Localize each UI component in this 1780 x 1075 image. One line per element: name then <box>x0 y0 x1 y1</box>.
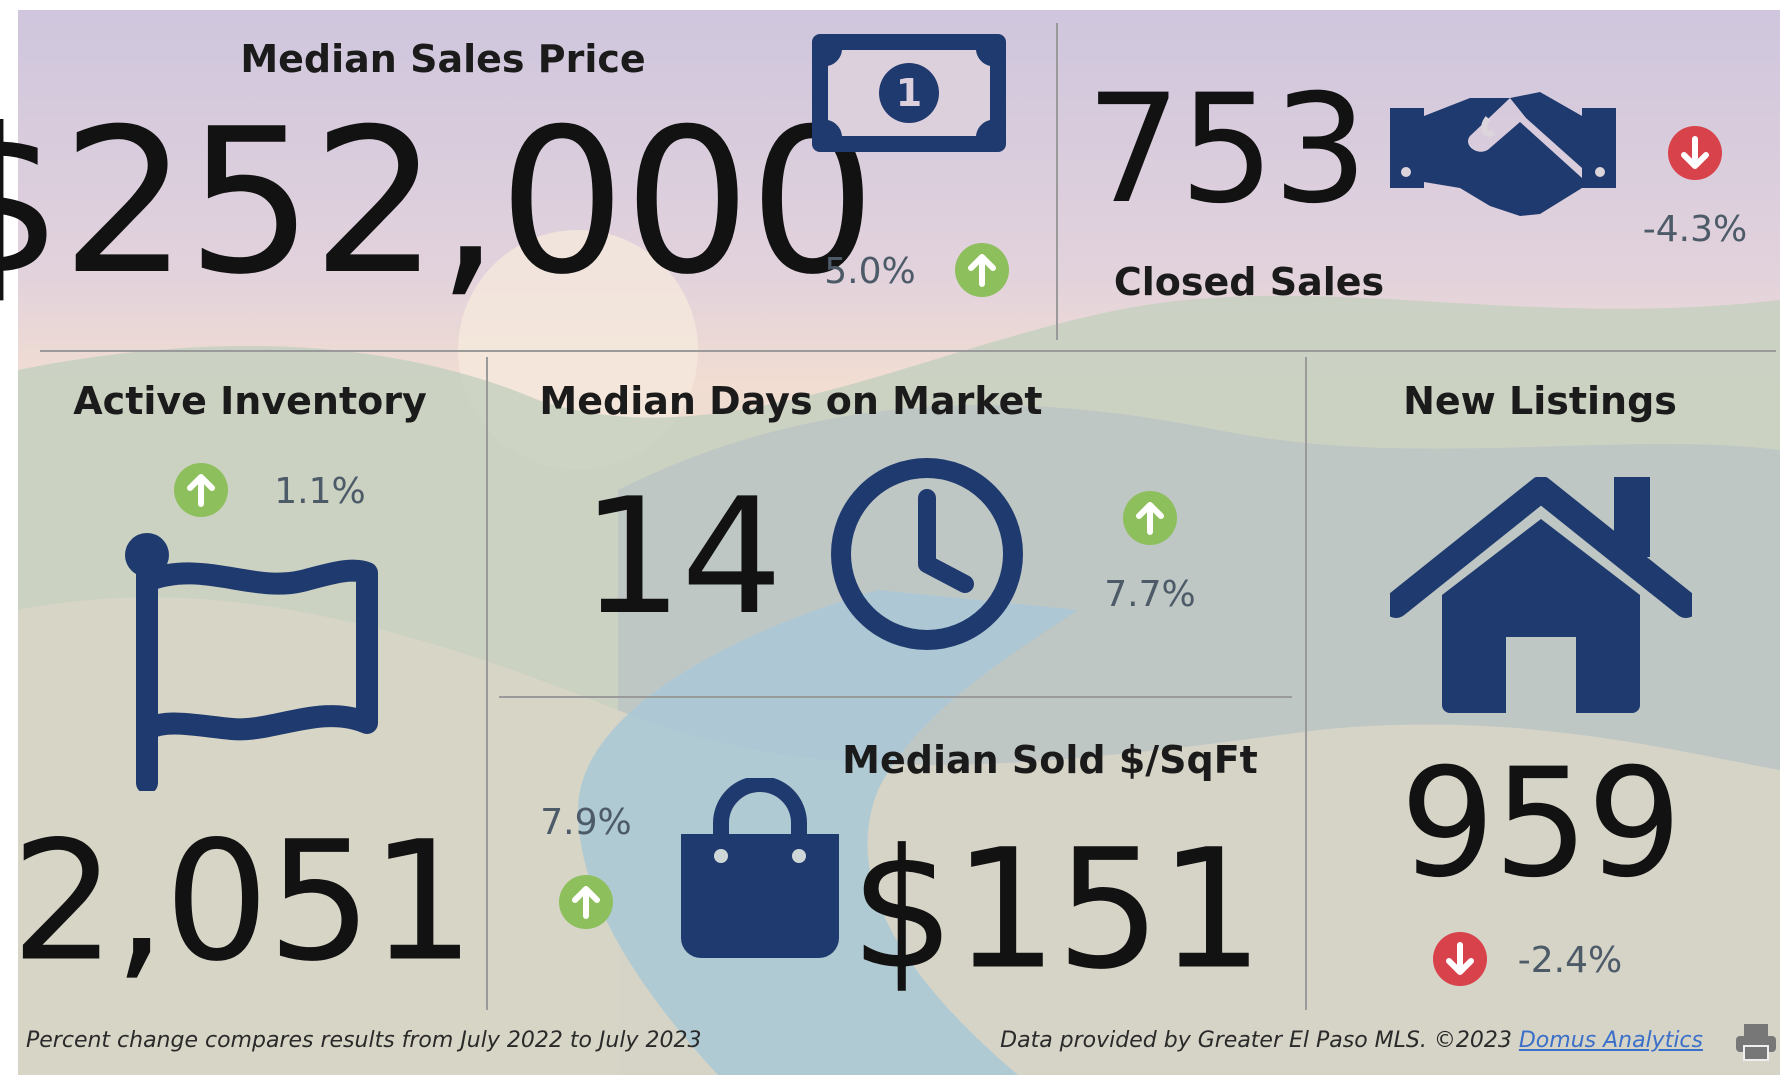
handshake-icon <box>1390 88 1616 220</box>
trend-arrow <box>1667 125 1723 181</box>
trend-arrow <box>1122 490 1178 546</box>
tile-change: 7.9% <box>540 805 631 841</box>
divider <box>499 696 1292 698</box>
tile-change: 7.7% <box>1104 577 1195 613</box>
tile-change: 5.0% <box>824 254 915 290</box>
svg-text:1: 1 <box>896 71 922 115</box>
divider <box>486 357 488 1010</box>
tile-value: $151 <box>850 828 1262 993</box>
divider <box>1305 357 1307 1010</box>
divider <box>40 350 1776 352</box>
print-button[interactable] <box>1736 1022 1776 1062</box>
bag-icon <box>681 778 839 958</box>
tile-change: -2.4% <box>1518 943 1622 979</box>
trend-arrow <box>954 242 1010 298</box>
flag-icon <box>122 533 384 791</box>
tile-value: 753 <box>1086 75 1366 225</box>
house-icon <box>1390 477 1692 713</box>
tile-change: -4.3% <box>1643 212 1747 248</box>
tile-title: Active Inventory <box>73 382 426 420</box>
tile-title: Closed Sales <box>1114 263 1384 301</box>
divider <box>1056 23 1058 340</box>
trend-arrow <box>1432 931 1488 987</box>
tile-value: $252,000 <box>0 103 874 303</box>
tile-title: Median Sold $/SqFt <box>842 741 1258 779</box>
trend-arrow <box>558 874 614 930</box>
money-icon: 1 <box>812 34 1006 152</box>
trend-arrow <box>173 462 229 518</box>
tile-title: New Listings <box>1403 382 1677 420</box>
tile-value: 14 <box>581 477 781 637</box>
tile-value: 2,051 <box>11 820 473 985</box>
footer-credit: Data provided by Greater El Paso MLS. ©2… <box>1000 1028 1703 1053</box>
footer-note: Percent change compares results from Jul… <box>26 1028 701 1053</box>
tile-value: 959 <box>1400 749 1680 899</box>
clock-icon <box>829 456 1025 652</box>
credit-text: Data provided by Greater El Paso MLS. ©2… <box>1000 1028 1512 1053</box>
credit-link[interactable]: Domus Analytics <box>1519 1028 1703 1053</box>
tile-change: 1.1% <box>274 474 365 510</box>
tile-title: Median Sales Price <box>240 40 645 78</box>
tile-title: Median Days on Market <box>539 382 1042 420</box>
dashboard: Median Sales Price $252,000 5.0% 1 753 C… <box>0 0 1780 1075</box>
